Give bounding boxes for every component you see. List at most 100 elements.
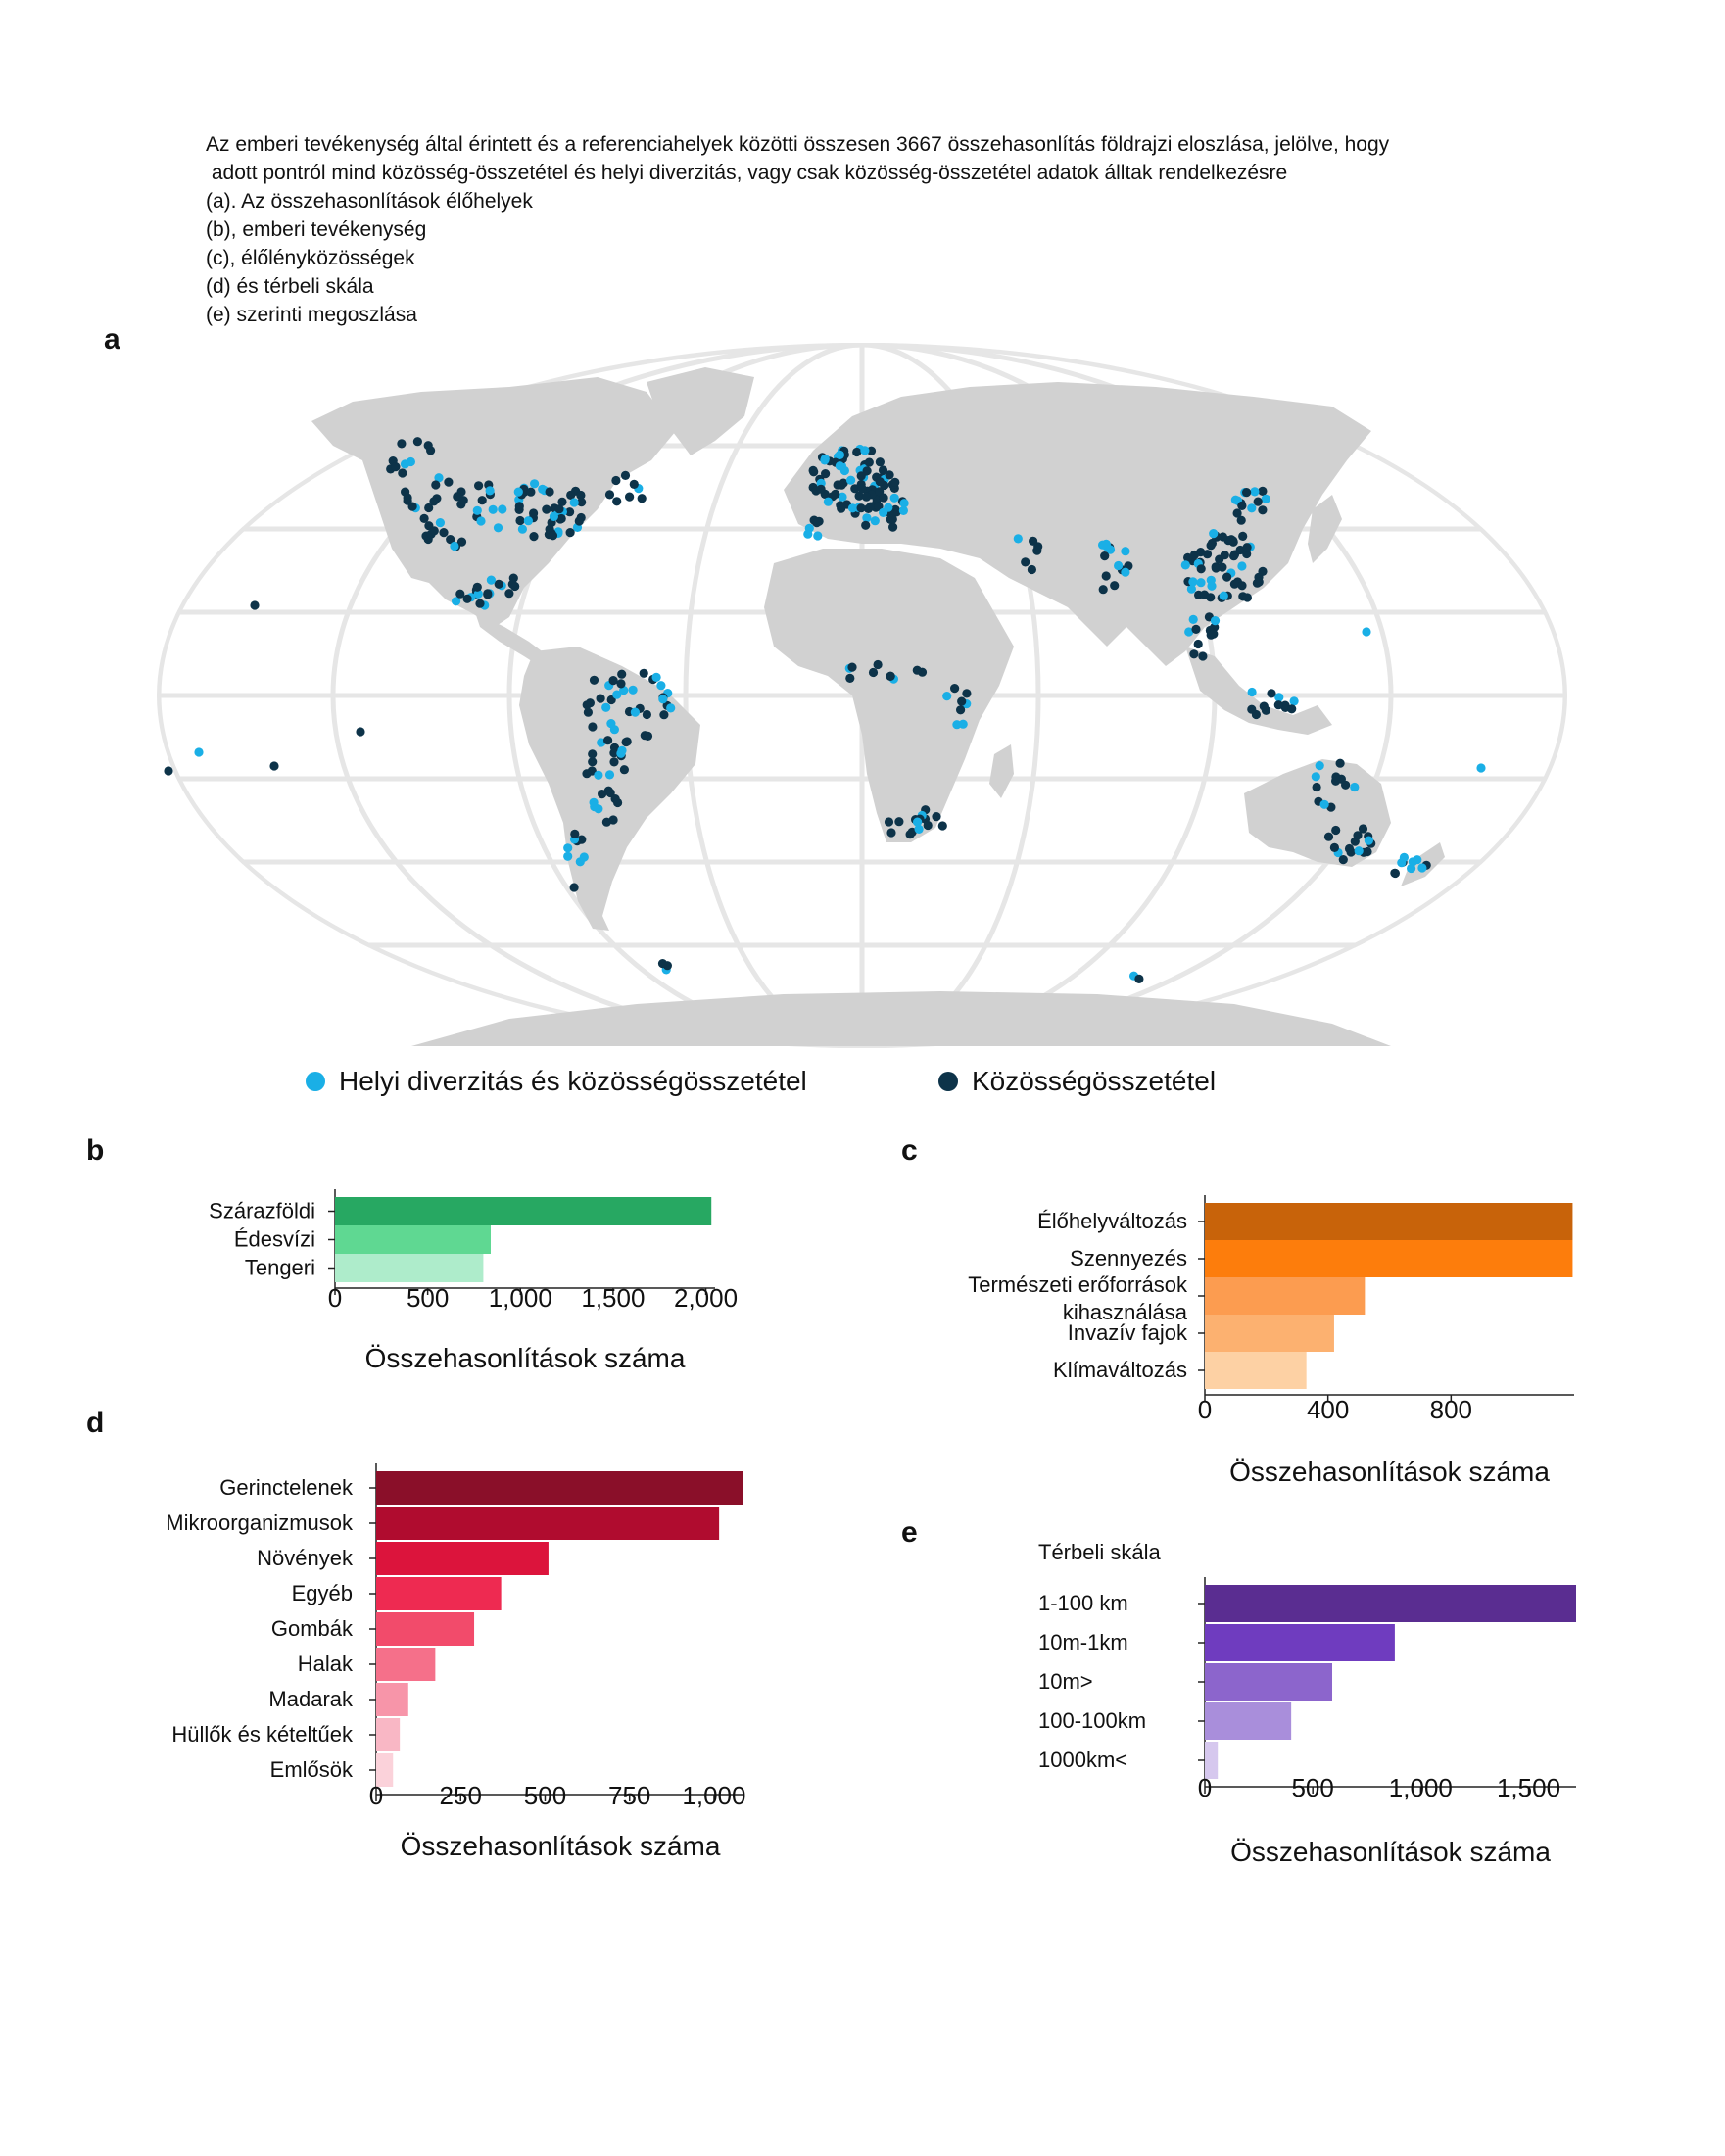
category-label: Növények — [257, 1546, 354, 1570]
map-point — [504, 589, 514, 599]
map-point — [576, 490, 586, 501]
map-point — [1219, 591, 1228, 600]
map-point — [610, 794, 620, 804]
map-point — [852, 447, 862, 457]
map-point — [1188, 614, 1198, 625]
map-point — [837, 503, 846, 513]
map-point — [1191, 624, 1201, 635]
map-point — [1242, 543, 1252, 552]
map-point — [569, 883, 579, 892]
chart-title: Térbeli skála — [1038, 1540, 1161, 1564]
map-point — [952, 720, 962, 730]
category-label: Édesvízi — [234, 1227, 315, 1252]
land-africa — [764, 549, 1014, 842]
map-point — [861, 520, 871, 530]
map-point — [529, 508, 539, 518]
map-point — [1390, 868, 1400, 879]
map-point — [612, 690, 622, 699]
map-point — [1237, 561, 1247, 571]
map-point — [1209, 529, 1219, 539]
map-point — [642, 709, 652, 720]
map-point — [1229, 551, 1239, 561]
map-point — [565, 507, 575, 517]
map-point — [603, 736, 613, 745]
map-point — [656, 681, 666, 691]
map-point — [1101, 571, 1111, 581]
map-point — [250, 600, 260, 610]
bar-e — [1205, 1585, 1576, 1622]
category-label: Egyéb — [292, 1581, 353, 1605]
map-point — [866, 446, 877, 455]
land-antarctica — [411, 991, 1391, 1046]
map-point — [1341, 780, 1351, 790]
map-point — [821, 469, 831, 479]
land-greenland — [647, 367, 754, 455]
map-point — [1121, 567, 1130, 577]
land-southeast-asia — [1185, 647, 1332, 735]
map-point — [542, 504, 551, 514]
map-point — [1350, 782, 1360, 792]
legend-light-label: Helyi diverzitás és közösségösszetétel — [339, 1066, 807, 1096]
map-point — [582, 769, 592, 779]
panel-letter-a: a — [104, 323, 120, 356]
bar-e — [1205, 1702, 1292, 1740]
map-point — [1258, 566, 1268, 577]
map-point — [1033, 542, 1043, 551]
map-point — [886, 828, 896, 838]
map-point — [957, 696, 967, 706]
map-point — [1329, 842, 1339, 853]
map-point — [423, 441, 433, 451]
map-point — [588, 757, 598, 767]
bar-d — [376, 1471, 743, 1505]
map-point — [1218, 532, 1228, 542]
map-point — [942, 692, 952, 701]
dark-point-swatch — [938, 1072, 958, 1091]
map-point — [1242, 549, 1252, 559]
map-point — [1180, 560, 1190, 570]
category-label: Madarak — [268, 1687, 354, 1711]
map-point — [831, 489, 840, 499]
x-tick-label: 800 — [1430, 1395, 1472, 1424]
bar-c — [1205, 1315, 1334, 1352]
map-point — [391, 462, 401, 472]
map-point — [874, 502, 884, 511]
map-point — [861, 492, 872, 502]
bar-d — [376, 1648, 436, 1681]
map-point — [1287, 704, 1297, 714]
map-point — [1311, 772, 1320, 782]
category-label: Mikroorganizmusok — [166, 1510, 354, 1535]
map-point — [473, 589, 483, 599]
map-point — [1220, 551, 1229, 560]
map-point — [439, 528, 449, 538]
map-point — [1344, 843, 1355, 854]
map-point — [513, 487, 523, 497]
category-label: Tengeri — [245, 1256, 315, 1280]
x-tick-label: 500 — [524, 1781, 566, 1810]
map-point — [529, 532, 539, 542]
map-point — [1364, 836, 1373, 845]
map-point — [870, 516, 880, 526]
map-point — [604, 770, 615, 780]
land-madagascar — [989, 744, 1014, 798]
map-point — [588, 722, 598, 732]
map-point — [1331, 825, 1341, 836]
map-point — [596, 694, 605, 703]
map-point — [1236, 515, 1246, 525]
map-point — [545, 487, 554, 497]
map-legend-dark: Közösségösszetétel — [938, 1066, 1216, 1097]
x-axis-title: Összehasonlítások száma — [1229, 1457, 1550, 1487]
map-point — [956, 705, 966, 715]
map-point — [1250, 487, 1260, 497]
map-point — [845, 673, 855, 684]
map-point — [864, 457, 874, 467]
x-axis-title: Összehasonlítások száma — [365, 1343, 686, 1373]
map-point — [475, 599, 485, 608]
map-point — [1323, 832, 1334, 841]
map-point — [616, 748, 626, 758]
map-point — [879, 507, 888, 518]
bar-d — [376, 1612, 475, 1646]
map-point — [1242, 593, 1252, 602]
map-point — [1235, 545, 1245, 555]
map-point — [485, 486, 495, 496]
map-point — [619, 765, 630, 775]
